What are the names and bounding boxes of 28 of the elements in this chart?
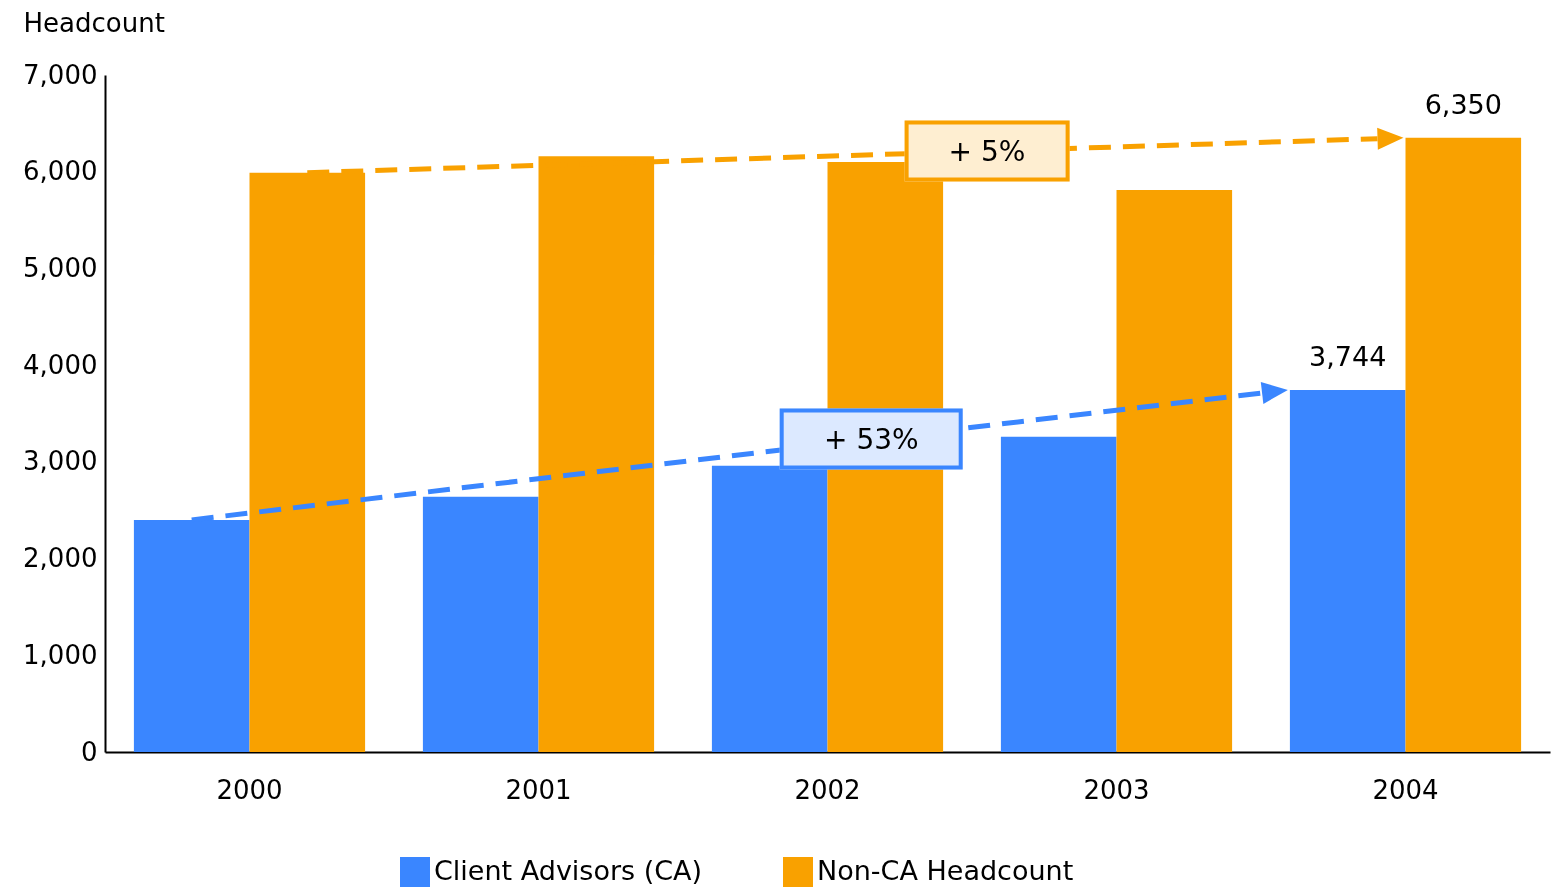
y-tick-label: 3,000 [23,446,98,477]
legend-label: Client Advisors (CA) [434,855,703,886]
y-tick-label: 0 [80,736,98,767]
y-tick-label: 2,000 [23,543,98,574]
data-label: 6,350 [1424,88,1502,120]
y-axis-title: Headcount [23,7,165,38]
x-tick-label: 2000 [216,774,283,805]
x-tick-label: 2001 [505,774,572,805]
data-label: 3,744 [1309,340,1387,372]
y-tick-label: 7,000 [23,59,98,90]
bar [249,172,366,752]
bar [133,519,250,752]
y-tick-label: 4,000 [23,349,98,380]
y-tick-label: 5,000 [23,252,98,283]
bar [1116,190,1233,752]
x-tick-label: 2003 [1083,774,1150,805]
y-tick-label: 6,000 [23,156,98,187]
x-tick-label: 2004 [1372,774,1439,805]
bar [1289,389,1406,752]
annotation: + 5% [904,120,1070,182]
bar [1405,137,1522,752]
bar [1000,436,1117,752]
legend-label: Non-CA Headcount [817,855,1074,886]
annotation: + 53% [780,408,963,470]
x-tick-label: 2002 [794,774,861,805]
bar [422,496,539,752]
y-tick-label: 1,000 [23,639,98,670]
bar [538,156,655,752]
